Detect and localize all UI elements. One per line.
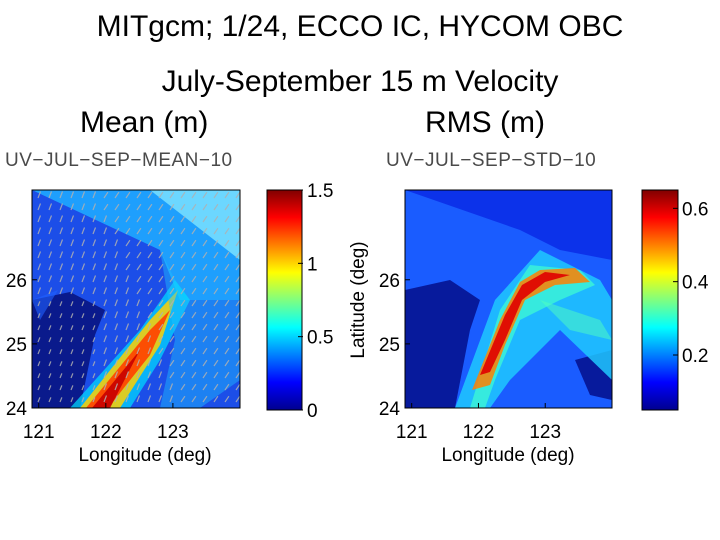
y-tick-label: 24 xyxy=(379,399,401,420)
colorbar-tick-label: 0.5 xyxy=(307,328,333,349)
colorbar-tick-label: 0.6 xyxy=(682,199,708,220)
rms-y-axis-label: Latitude (deg) xyxy=(348,241,369,358)
colorbar-tick-label: 1 xyxy=(307,254,318,275)
y-tick-label: 24 xyxy=(6,399,28,420)
mean-panel-title: UV−JUL−SEP−MEAN−10 xyxy=(5,150,233,171)
rms-x-axis-label: Longitude (deg) xyxy=(441,445,574,466)
colorbar-tick-label: 0.2 xyxy=(682,346,708,367)
x-tick-label: 123 xyxy=(529,422,561,443)
figure-subtitle: July-September 15 m Velocity xyxy=(161,65,559,98)
mean-heatmap xyxy=(31,189,241,409)
y-tick-label: 26 xyxy=(6,271,27,292)
rms-heatmap xyxy=(404,189,613,409)
colorbar-tick-label: 0 xyxy=(307,401,318,422)
x-tick-label: 122 xyxy=(90,422,122,443)
mean-x-axis-label: Longitude (deg) xyxy=(78,445,211,466)
mean-colorbar xyxy=(266,189,303,411)
y-tick-label: 25 xyxy=(6,335,27,356)
y-tick-label: 26 xyxy=(379,271,400,292)
colorbar-tick-label: 1.5 xyxy=(307,181,333,202)
colorbar-tick-label: 0.4 xyxy=(682,273,709,294)
figure-title: MITgcm; 1/24, ECCO IC, HYCOM OBC xyxy=(96,10,624,43)
x-tick-label: 121 xyxy=(23,422,55,443)
rms-label: RMS (m) xyxy=(425,106,545,139)
mean-label: Mean (m) xyxy=(80,106,209,139)
rms-colorbar xyxy=(641,189,679,411)
y-tick-label: 25 xyxy=(379,335,400,356)
rms-panel-title: UV−JUL−SEP−STD−10 xyxy=(386,150,597,171)
x-tick-label: 123 xyxy=(157,422,189,443)
x-tick-label: 121 xyxy=(396,422,428,443)
x-tick-label: 122 xyxy=(463,422,495,443)
